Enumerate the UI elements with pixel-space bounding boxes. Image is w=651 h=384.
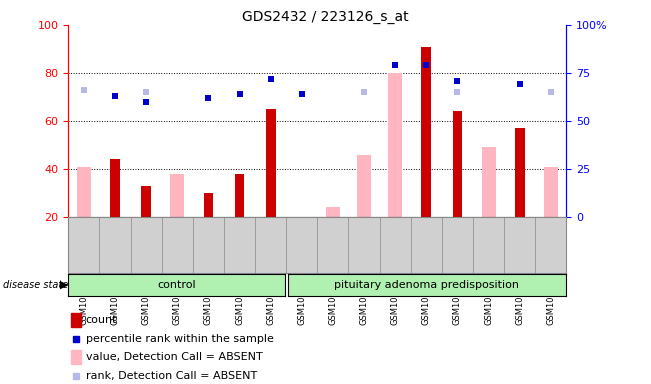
Bar [266,109,275,217]
Bar [482,147,495,217]
Text: value, Detection Call = ABSENT: value, Detection Call = ABSENT [86,352,262,362]
Text: ▶: ▶ [60,280,68,290]
Bar [388,73,402,217]
Bar [70,350,81,364]
Text: control: control [158,280,196,290]
Text: rank, Detection Call = ABSENT: rank, Detection Call = ABSENT [86,371,257,381]
Bar [204,193,214,217]
Bar [515,128,525,217]
Bar [77,167,91,217]
Text: count: count [86,315,117,325]
Bar [544,167,558,217]
Bar [234,174,244,217]
Text: pituitary adenoma predisposition: pituitary adenoma predisposition [335,280,519,290]
Bar [171,174,184,217]
Bar [452,111,462,217]
Text: percentile rank within the sample: percentile rank within the sample [86,334,273,344]
Bar [357,155,371,217]
Bar [70,313,81,327]
Text: GDS2432 / 223126_s_at: GDS2432 / 223126_s_at [242,10,409,23]
Bar [326,207,340,217]
Bar [110,159,120,217]
Bar [141,186,151,217]
Text: disease state: disease state [3,280,68,290]
Bar [421,46,431,217]
